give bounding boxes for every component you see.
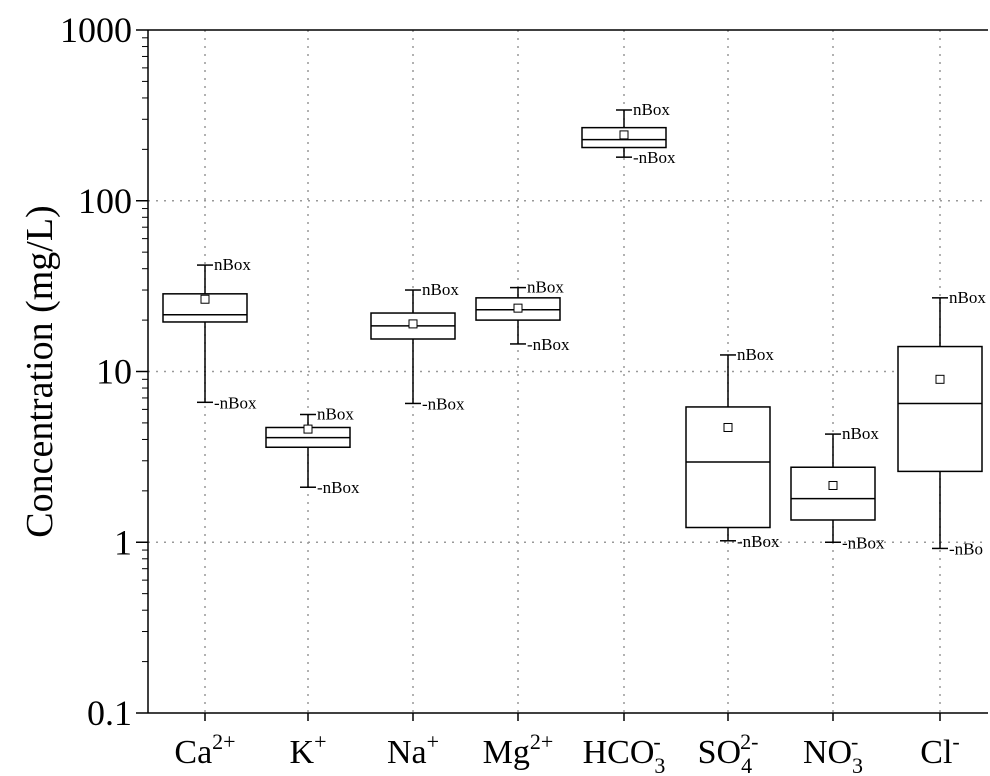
box-2: nBox -nBox K+: [265, 404, 360, 771]
y-axis-label: Concentration (mg/L): [19, 205, 61, 537]
y-tick-label: 1000: [60, 10, 132, 50]
category-label: Na+: [387, 729, 439, 771]
whisker-label-upper: nBox: [527, 278, 564, 297]
whisker-label-lower: -nBox: [422, 394, 465, 413]
y-tick-label: 10: [96, 352, 132, 392]
box-iqr: [790, 466, 876, 521]
box-5: nBox -nBox HCO3-: [581, 100, 676, 776]
whisker-label-lower: -nBox: [317, 478, 360, 497]
category-label-superscript: -: [851, 729, 858, 754]
whisker-label-upper: nBox: [633, 100, 670, 119]
box-4: nBox -nBox Mg2+: [475, 278, 570, 771]
category-label-base: SO: [698, 734, 741, 771]
mean-marker: [513, 303, 523, 313]
mean-marker: [828, 480, 838, 490]
category-label: HCO3-: [583, 729, 666, 776]
whisker-label-lower: -nBox: [842, 533, 885, 552]
mean-marker: [408, 319, 418, 329]
axes: 0.1 1 10 100 1000: [60, 10, 988, 733]
whisker-label-lower: -nBox: [737, 532, 780, 551]
category-label-base: Ca: [174, 734, 212, 771]
category-label: Ca2+: [174, 729, 235, 771]
box-7: nBox -nBox NO3-: [790, 424, 885, 776]
category-label-superscript: +: [427, 729, 439, 754]
whisker-label-upper: nBox: [422, 280, 459, 299]
box-8: nBox -nBo Cl-: [897, 288, 986, 771]
gridlines: [148, 30, 988, 713]
category-label-superscript: +: [314, 729, 326, 754]
category-label-base: HCO: [583, 734, 655, 771]
boxes: nBox-nBoxCa2+nBox-nBoxK+nBox-nBoxNa+nBox…: [162, 100, 986, 776]
whisker-label-upper: nBox: [214, 255, 251, 274]
whisker-label-lower: -nBox: [214, 393, 257, 412]
category-label-superscript: 2+: [530, 729, 553, 754]
category-label-superscript: -: [653, 729, 660, 754]
category-label: NO3-: [803, 729, 863, 776]
y-tick-label: 100: [78, 181, 132, 221]
whisker-label-upper: nBox: [842, 424, 879, 443]
category-label-base: NO: [803, 734, 852, 771]
y-tick-label: 1: [114, 522, 132, 562]
mean-marker: [935, 374, 945, 384]
box-3: nBox -nBox Na+: [370, 280, 465, 771]
whisker-label-upper: nBox: [317, 404, 354, 423]
whisker-label-upper: nBox: [949, 288, 986, 307]
whisker-label-lower: -nBox: [633, 148, 676, 167]
category-label: K+: [290, 729, 327, 771]
mean-marker: [723, 422, 733, 432]
category-label: SO42-: [698, 729, 759, 776]
category-label: Mg2+: [483, 729, 554, 771]
category-label-superscript: 2-: [740, 729, 758, 754]
category-label: Cl-: [920, 729, 959, 771]
y-tick-label: 0.1: [87, 693, 132, 733]
box-1: nBox -nBox Ca2+: [162, 255, 257, 771]
whisker-label-lower: -nBo: [949, 539, 983, 558]
mean-marker: [200, 294, 210, 304]
whisker-label-lower: -nBox: [527, 335, 570, 354]
whisker-label-upper: nBox: [737, 345, 774, 364]
category-label-base: Cl: [920, 734, 952, 771]
category-label-base: Mg: [483, 734, 530, 771]
box-iqr: [897, 345, 983, 473]
category-label-subscript: 4: [741, 753, 752, 776]
box-6: nBox -nBox SO42-: [685, 345, 780, 776]
category-label-subscript: 3: [852, 753, 863, 776]
category-label-superscript: 2+: [212, 729, 235, 754]
mean-marker: [303, 424, 313, 434]
mean-marker: [619, 130, 629, 140]
category-label-base: K: [290, 734, 315, 771]
category-label-base: Na: [387, 734, 427, 771]
category-label-superscript: -: [952, 729, 959, 754]
category-label-subscript: 3: [654, 753, 665, 776]
